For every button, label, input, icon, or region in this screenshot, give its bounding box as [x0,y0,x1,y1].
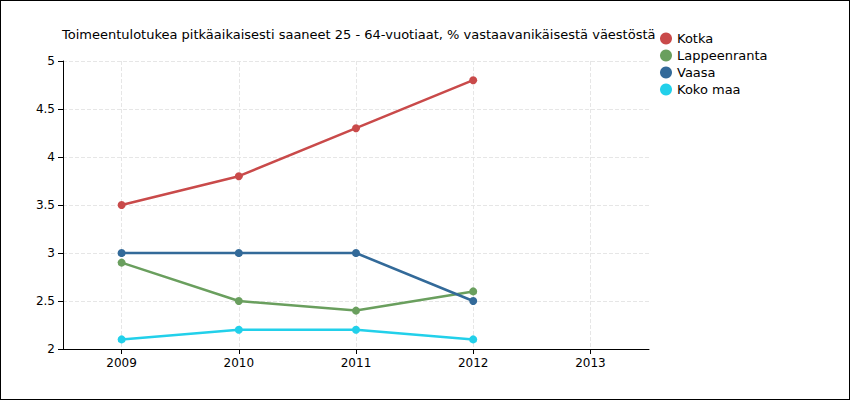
svg-text:4: 4 [47,150,55,164]
svg-text:Kotka: Kotka [677,31,713,46]
svg-text:3.5: 3.5 [36,198,55,212]
svg-text:2012: 2012 [458,356,489,370]
svg-text:4.5: 4.5 [36,102,55,116]
svg-text:2010: 2010 [224,356,255,370]
svg-text:2011: 2011 [341,356,372,370]
svg-text:Vaasa: Vaasa [677,65,716,80]
svg-text:2.5: 2.5 [36,294,55,308]
svg-text:2: 2 [47,342,55,356]
svg-text:5: 5 [47,54,55,68]
svg-text:Lappeenranta: Lappeenranta [677,48,768,63]
svg-text:Toimeentulotukea pitkäaikaises: Toimeentulotukea pitkäaikaisesti saaneet… [61,27,656,42]
svg-text:2009: 2009 [106,356,137,370]
svg-text:3: 3 [47,246,55,260]
svg-text:2013: 2013 [575,356,606,370]
svg-text:Koko maa: Koko maa [677,82,741,97]
